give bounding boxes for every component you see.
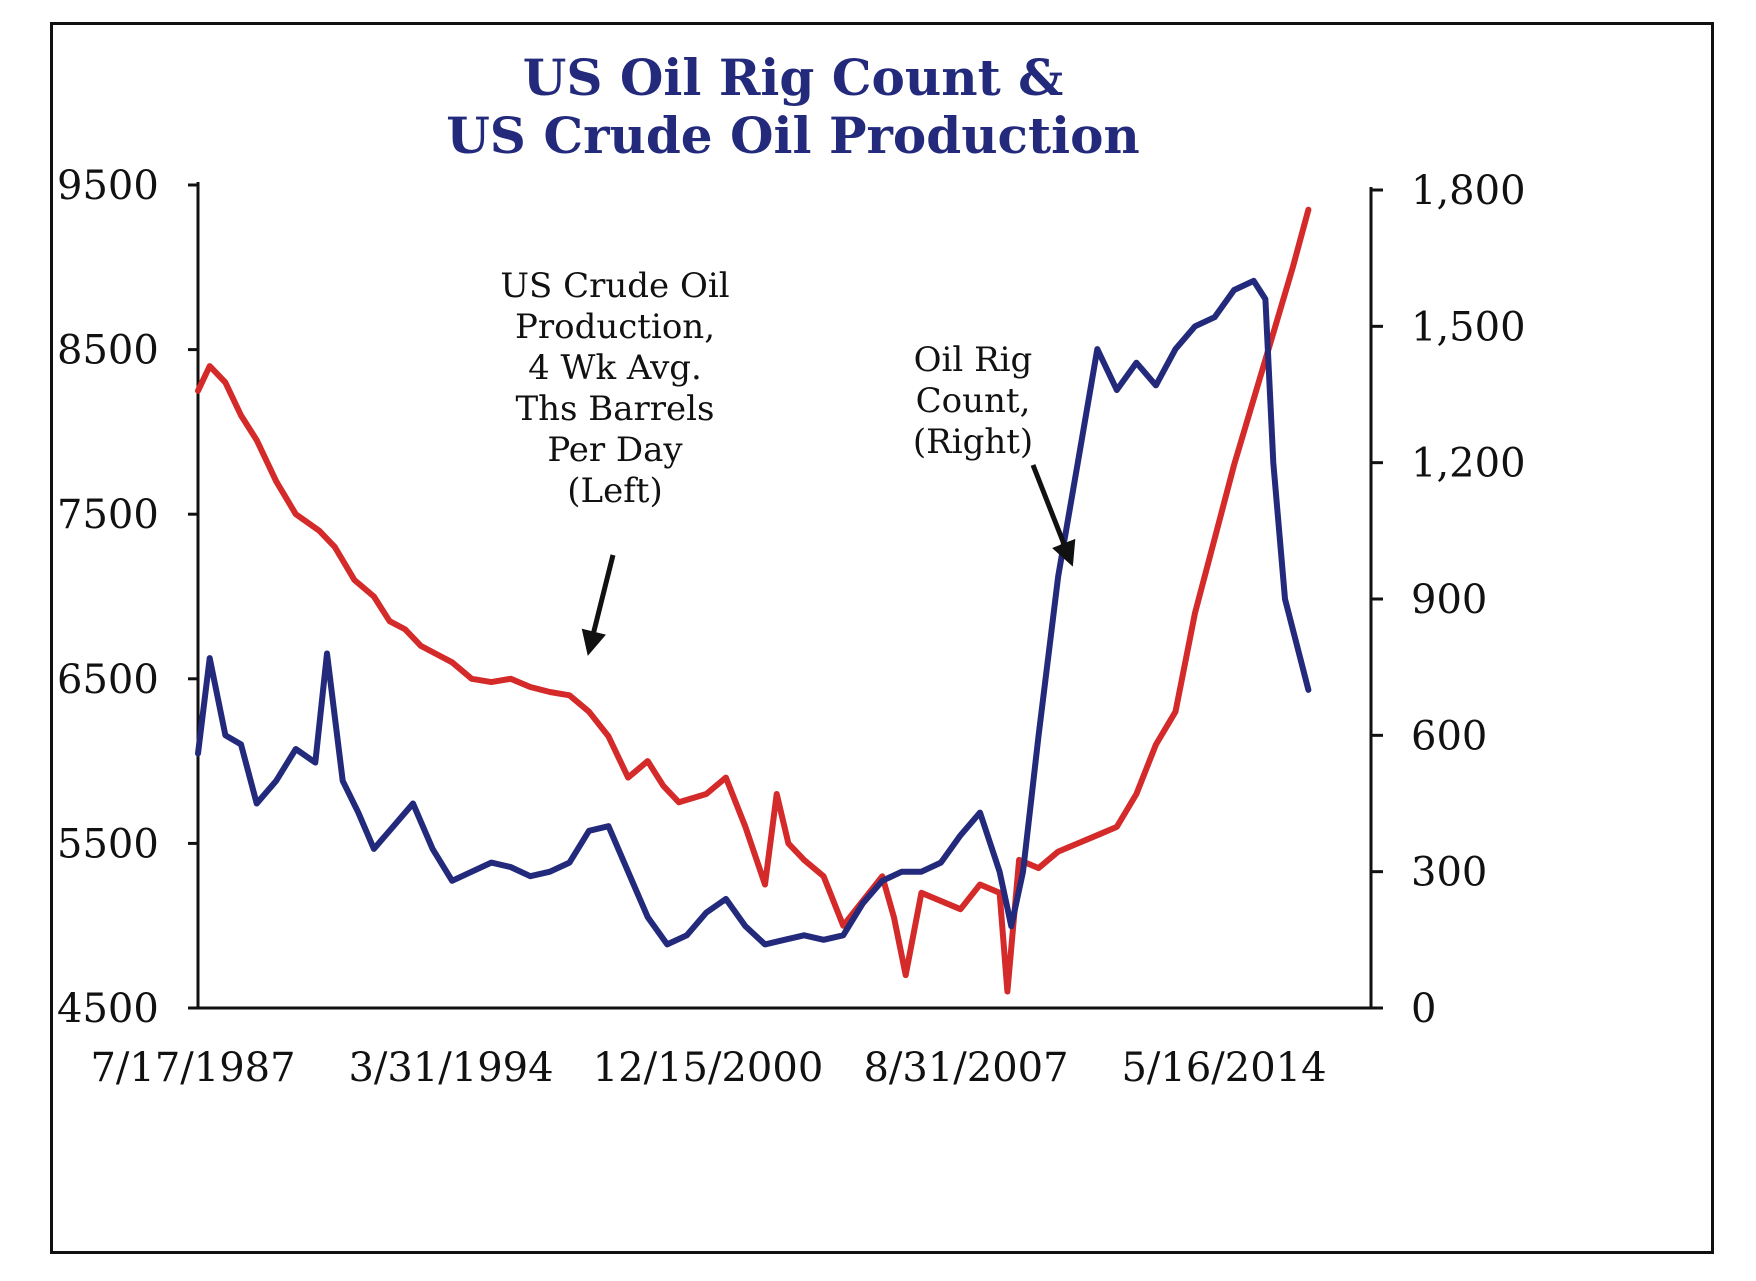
production-series-line xyxy=(195,206,1312,995)
rig-label-line-1: Oil Rig xyxy=(914,340,1033,380)
series-layer xyxy=(195,206,1312,995)
chart-title-line-1: US Oil Rig Count & xyxy=(523,48,1063,107)
production-arrow xyxy=(581,554,616,656)
production-label-line-5: Per Day xyxy=(547,430,683,470)
production-label-line-3: 4 Wk Avg. xyxy=(528,348,702,388)
right-axis-ticks: 0 300 600 900 1,200 1,500 1,800 xyxy=(1371,168,1526,1032)
chart-canvas: US Oil Rig Count & US Crude Oil Producti… xyxy=(57,48,1526,1091)
left-tick-label: 5500 xyxy=(57,821,159,867)
left-tick-label: 7500 xyxy=(57,492,159,538)
production-label-line-6: (Left) xyxy=(567,471,662,511)
left-tick-label: 6500 xyxy=(57,657,159,703)
right-tick-label: 600 xyxy=(1411,713,1487,759)
x-tick-label: 8/31/2007 xyxy=(863,1045,1068,1091)
right-tick-label: 0 xyxy=(1411,986,1436,1032)
rig-count-series-line xyxy=(195,277,1312,948)
rig-label-line-2: Count, xyxy=(916,381,1031,421)
right-tick-label: 900 xyxy=(1411,577,1487,623)
chart-frame: US Oil Rig Count & US Crude Oil Producti… xyxy=(50,22,1714,1254)
left-tick-label: 9500 xyxy=(57,163,159,209)
x-tick-label: 7/17/1987 xyxy=(90,1045,295,1091)
x-axis-ticks: 7/17/1987 3/31/1994 12/15/2000 8/31/2007 5/1… xyxy=(90,1045,1326,1091)
left-axis-ticks: 4500 5500 6500 7500 8500 9500 xyxy=(57,163,198,1032)
x-tick-label: 3/31/1994 xyxy=(348,1045,553,1091)
left-tick-label: 4500 xyxy=(57,986,159,1032)
rig-annotation: Oil Rig Count, (Right) xyxy=(913,340,1076,567)
right-tick-label: 1,200 xyxy=(1411,441,1526,487)
rig-arrow xyxy=(1030,464,1076,567)
production-label-line-1: US Crude Oil xyxy=(500,266,729,306)
production-annotation: US Crude Oil Production, 4 Wk Avg. Ths B… xyxy=(500,266,730,656)
x-tick-label: 5/16/2014 xyxy=(1121,1045,1326,1091)
left-tick-label: 8500 xyxy=(57,328,159,374)
x-tick-label: 12/15/2000 xyxy=(593,1045,824,1091)
production-label-line-2: Production, xyxy=(515,307,715,347)
production-label-line-4: Ths Barrels xyxy=(515,389,714,429)
chart-title-line-2: US Crude Oil Production xyxy=(446,106,1140,165)
right-tick-label: 1,500 xyxy=(1411,304,1526,350)
right-tick-label: 1,800 xyxy=(1411,168,1526,214)
rig-label-line-3: (Right) xyxy=(913,422,1033,462)
right-tick-label: 300 xyxy=(1411,850,1487,896)
